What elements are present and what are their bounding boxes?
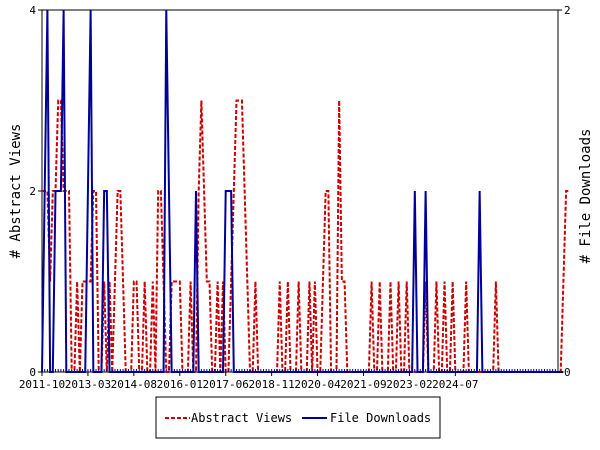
y-tick-label: 0	[29, 366, 36, 379]
x-tick-label: 2024-07	[432, 378, 478, 391]
legend-label-file-downloads: File Downloads	[330, 411, 431, 425]
x-tick-label: 2017-06	[203, 378, 249, 391]
x-tick-label: 2013-03	[65, 378, 111, 391]
legend: Abstract Views File Downloads	[155, 396, 441, 439]
x-tick-label: 2023-02	[386, 378, 432, 391]
legend-box	[155, 396, 441, 439]
x-tick-label: 2021-09	[340, 378, 386, 391]
x-tick-label: 2011-10	[19, 378, 65, 391]
y-tick-label: 4	[29, 4, 36, 17]
plot-area	[41, 9, 569, 373]
x-tick-label: 2016-01	[157, 378, 203, 391]
y2-tick-label: 2	[564, 4, 571, 17]
x-axis-tick-labels: 2011-10 2013-03 2014-08 2016-01 2017-06 2018-…	[19, 372, 479, 391]
x-axis-ticks	[41, 369, 559, 372]
x-tick-label: 2014-08	[111, 378, 157, 391]
y-axis-tick-labels: 0 2 4	[29, 4, 42, 379]
y-axis-title: # Abstract Views	[8, 124, 24, 259]
y2-axis-tick-labels: 02	[558, 4, 571, 379]
x-tick-label: 2018-11	[248, 378, 294, 391]
y2-axis-title: # File Downloads	[578, 129, 594, 264]
y2-tick-label: 0	[564, 366, 571, 379]
legend-label-abstract-views: Abstract Views	[191, 411, 292, 425]
y-tick-label: 2	[29, 185, 36, 198]
x-tick-label: 2020-04	[294, 378, 341, 391]
